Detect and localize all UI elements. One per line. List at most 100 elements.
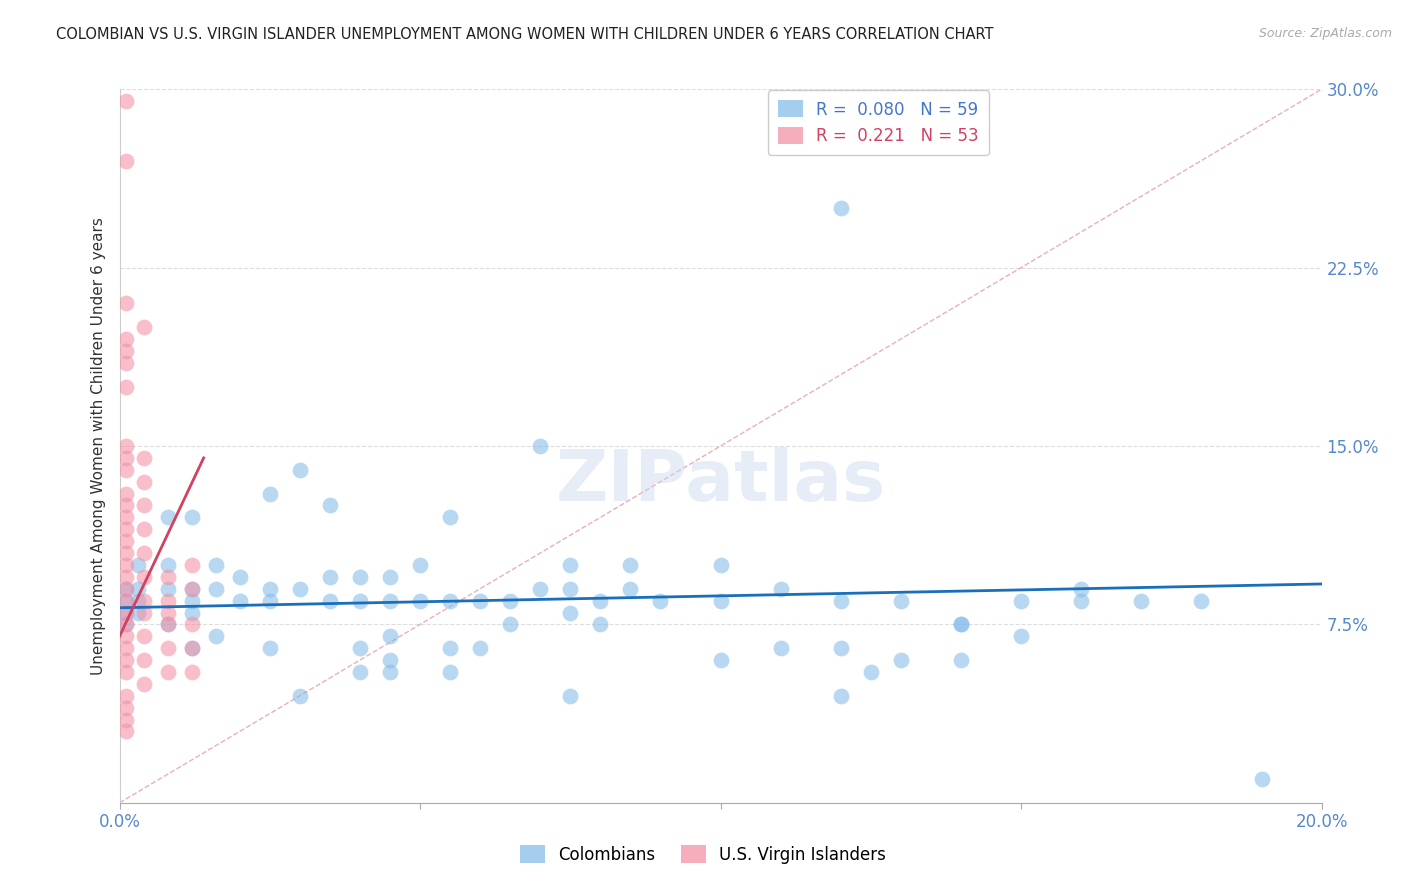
Point [349, 570, 371, 584]
Point [288, 582, 311, 596]
Y-axis label: Unemployment Among Women with Children Under 6 years: Unemployment Among Women with Children U… [90, 217, 105, 675]
Point [1070, 593, 1092, 607]
Point [114, 379, 136, 393]
Point [709, 593, 731, 607]
Point [114, 582, 136, 596]
Point [439, 593, 461, 607]
Point [499, 617, 522, 632]
Point [204, 558, 226, 572]
Point [180, 641, 202, 656]
Point [132, 653, 155, 667]
Point [114, 153, 136, 168]
Point [1250, 772, 1272, 786]
Point [114, 606, 136, 620]
Point [114, 332, 136, 346]
Point [439, 665, 461, 679]
Point [1189, 593, 1212, 607]
Point [204, 629, 226, 643]
Point [114, 296, 136, 310]
Point [349, 593, 371, 607]
Point [560, 689, 582, 703]
Point [259, 486, 281, 500]
Point [378, 593, 401, 607]
Point [259, 593, 281, 607]
Point [180, 593, 202, 607]
Point [114, 617, 136, 632]
Point [180, 582, 202, 596]
Point [114, 450, 136, 465]
Point [409, 558, 432, 572]
Point [132, 629, 155, 643]
Point [114, 356, 136, 370]
Text: COLOMBIAN VS U.S. VIRGIN ISLANDER UNEMPLOYMENT AMONG WOMEN WITH CHILDREN UNDER 6: COLOMBIAN VS U.S. VIRGIN ISLANDER UNEMPL… [56, 27, 994, 42]
Point [830, 689, 852, 703]
Point [319, 499, 342, 513]
Point [950, 653, 973, 667]
Point [619, 582, 641, 596]
Point [950, 617, 973, 632]
Point [132, 450, 155, 465]
Point [156, 593, 179, 607]
Point [127, 558, 149, 572]
Point [349, 665, 371, 679]
Point [156, 665, 179, 679]
Point [114, 546, 136, 560]
Point [114, 700, 136, 714]
Point [114, 534, 136, 549]
Point [114, 499, 136, 513]
Point [114, 343, 136, 358]
Point [439, 641, 461, 656]
Text: Source: ZipAtlas.com: Source: ZipAtlas.com [1258, 27, 1392, 40]
Point [114, 689, 136, 703]
Point [114, 629, 136, 643]
Point [132, 606, 155, 620]
Point [156, 582, 179, 596]
Point [156, 558, 179, 572]
Point [156, 617, 179, 632]
Point [378, 570, 401, 584]
Point [890, 593, 912, 607]
Point [228, 593, 252, 607]
Point [409, 593, 432, 607]
Point [499, 593, 522, 607]
Point [560, 558, 582, 572]
Point [114, 724, 136, 739]
Point [132, 475, 155, 489]
Point [1130, 593, 1153, 607]
Point [114, 665, 136, 679]
Point [439, 510, 461, 524]
Point [114, 713, 136, 727]
Point [180, 510, 202, 524]
Text: ZIPatlas: ZIPatlas [555, 447, 886, 516]
Point [378, 653, 401, 667]
Point [650, 593, 672, 607]
Legend: Colombians, U.S. Virgin Islanders: Colombians, U.S. Virgin Islanders [513, 838, 893, 871]
Point [132, 593, 155, 607]
Point [114, 570, 136, 584]
Point [114, 522, 136, 536]
Point [709, 558, 731, 572]
Point [156, 570, 179, 584]
Point [156, 617, 179, 632]
Point [1070, 582, 1092, 596]
Point [859, 665, 882, 679]
Point [180, 641, 202, 656]
Point [349, 641, 371, 656]
Point [769, 582, 792, 596]
Point [378, 665, 401, 679]
Point [114, 486, 136, 500]
Point [132, 320, 155, 334]
Point [1010, 629, 1032, 643]
Point [830, 593, 852, 607]
Legend: R =  0.080   N = 59, R =  0.221   N = 53: R = 0.080 N = 59, R = 0.221 N = 53 [768, 90, 988, 155]
Point [589, 593, 612, 607]
Point [127, 593, 149, 607]
Point [560, 582, 582, 596]
Point [589, 617, 612, 632]
Point [114, 593, 136, 607]
Point [468, 593, 492, 607]
Point [1010, 593, 1032, 607]
Point [156, 641, 179, 656]
Point [378, 629, 401, 643]
Point [180, 606, 202, 620]
